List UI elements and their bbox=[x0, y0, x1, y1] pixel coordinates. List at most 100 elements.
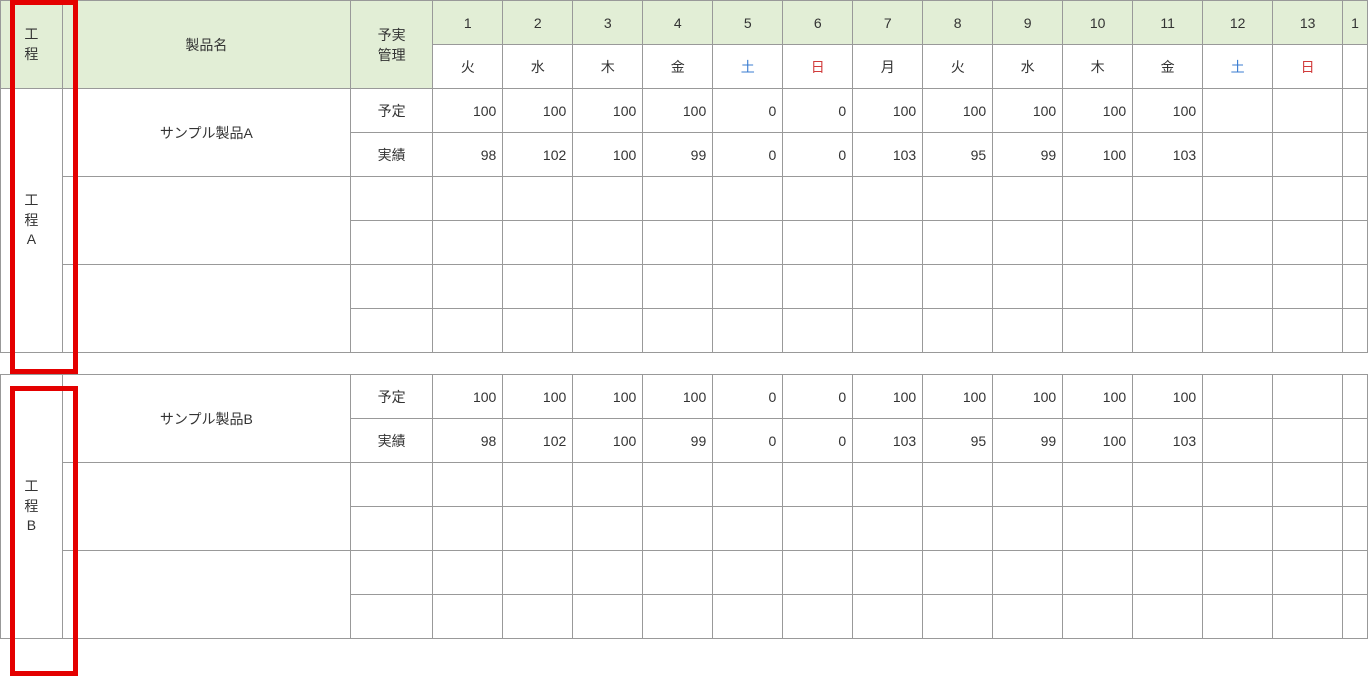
empty-cell bbox=[1273, 309, 1343, 353]
cell bbox=[1343, 89, 1368, 133]
empty-cell bbox=[713, 177, 783, 221]
empty-cell bbox=[433, 221, 503, 265]
empty-cell bbox=[573, 595, 643, 639]
cell: 100 bbox=[1133, 375, 1203, 419]
table-row bbox=[1, 551, 1368, 595]
header-weekday: 火 bbox=[433, 45, 503, 89]
empty-cell bbox=[783, 463, 853, 507]
empty-cell bbox=[1063, 463, 1133, 507]
empty-cell bbox=[503, 265, 573, 309]
empty-cell bbox=[1273, 463, 1343, 507]
empty-cell bbox=[713, 221, 783, 265]
empty-cell bbox=[1133, 595, 1203, 639]
cell: 103 bbox=[853, 419, 923, 463]
process-a-l1: 程 bbox=[24, 212, 38, 228]
table-row bbox=[1, 463, 1368, 507]
table-row bbox=[1, 177, 1368, 221]
empty-cell bbox=[923, 265, 993, 309]
empty-cell bbox=[433, 595, 503, 639]
header-weekday bbox=[1343, 45, 1368, 89]
actual-label: 実績 bbox=[350, 419, 432, 463]
cell bbox=[1203, 133, 1273, 177]
header-process-l2: 程 bbox=[24, 46, 38, 62]
empty-cell bbox=[643, 551, 713, 595]
empty-cell bbox=[573, 507, 643, 551]
empty-cell bbox=[923, 177, 993, 221]
empty-cell bbox=[1203, 507, 1273, 551]
empty-cell bbox=[923, 507, 993, 551]
empty-cell bbox=[1343, 507, 1368, 551]
empty-cell bbox=[503, 221, 573, 265]
empty-cell bbox=[923, 595, 993, 639]
cell: 100 bbox=[993, 89, 1063, 133]
empty-cell bbox=[1203, 595, 1273, 639]
empty-cell bbox=[713, 265, 783, 309]
empty-cell bbox=[503, 507, 573, 551]
empty-cell bbox=[573, 551, 643, 595]
cell: 99 bbox=[643, 133, 713, 177]
empty-cell bbox=[993, 265, 1063, 309]
empty-cell bbox=[1203, 221, 1273, 265]
empty-cell bbox=[433, 463, 503, 507]
header-weekday-sun: 日 bbox=[783, 45, 853, 89]
process-b-label: 工 程 B bbox=[1, 375, 63, 639]
header-day: 13 bbox=[1273, 1, 1343, 45]
cell bbox=[1273, 375, 1343, 419]
empty-cell bbox=[433, 309, 503, 353]
cell: 0 bbox=[783, 419, 853, 463]
schedule-table: 工 程 製品名 予実 管理 1 2 3 4 5 6 7 8 9 10 11 12… bbox=[0, 0, 1368, 639]
cell: 102 bbox=[503, 133, 573, 177]
empty-cell bbox=[783, 221, 853, 265]
empty-cell bbox=[853, 221, 923, 265]
cell bbox=[1203, 89, 1273, 133]
cell: 95 bbox=[923, 133, 993, 177]
empty-cell bbox=[1063, 595, 1133, 639]
empty-cell bbox=[350, 265, 432, 309]
empty-cell bbox=[993, 595, 1063, 639]
empty-cell bbox=[1133, 507, 1203, 551]
cell bbox=[1203, 375, 1273, 419]
empty-cell bbox=[1273, 551, 1343, 595]
cell bbox=[1343, 375, 1368, 419]
empty-product bbox=[62, 551, 350, 639]
product-b-name: サンプル製品B bbox=[62, 375, 350, 463]
process-a-l2: A bbox=[27, 231, 36, 247]
header-weekday: 水 bbox=[993, 45, 1063, 89]
empty-cell bbox=[433, 551, 503, 595]
empty-cell bbox=[993, 551, 1063, 595]
empty-cell bbox=[350, 551, 432, 595]
empty-cell bbox=[1343, 551, 1368, 595]
empty-cell bbox=[1203, 463, 1273, 507]
header-day: 1 bbox=[1343, 1, 1368, 45]
header-weekday: 金 bbox=[1133, 45, 1203, 89]
cell: 0 bbox=[783, 133, 853, 177]
empty-cell bbox=[853, 463, 923, 507]
empty-cell bbox=[503, 309, 573, 353]
header-process: 工 程 bbox=[1, 1, 63, 89]
empty-cell bbox=[643, 595, 713, 639]
empty-cell bbox=[1063, 177, 1133, 221]
header-day: 12 bbox=[1203, 1, 1273, 45]
empty-cell bbox=[1343, 309, 1368, 353]
header-day: 8 bbox=[923, 1, 993, 45]
header-planact-l2: 管理 bbox=[378, 47, 406, 63]
empty-cell bbox=[1063, 309, 1133, 353]
cell: 0 bbox=[713, 89, 783, 133]
cell: 100 bbox=[433, 89, 503, 133]
empty-cell bbox=[853, 265, 923, 309]
header-day: 6 bbox=[783, 1, 853, 45]
cell: 0 bbox=[783, 375, 853, 419]
empty-cell bbox=[993, 309, 1063, 353]
process-a-label: 工 程 A bbox=[1, 89, 63, 353]
header-day: 3 bbox=[573, 1, 643, 45]
empty-cell bbox=[1273, 595, 1343, 639]
empty-cell bbox=[923, 221, 993, 265]
header-weekday-sat: 土 bbox=[1203, 45, 1273, 89]
cell bbox=[1273, 419, 1343, 463]
empty-cell bbox=[853, 595, 923, 639]
cell: 100 bbox=[573, 375, 643, 419]
process-b-l2: B bbox=[27, 517, 36, 533]
empty-cell bbox=[1203, 551, 1273, 595]
cell: 102 bbox=[503, 419, 573, 463]
cell: 103 bbox=[853, 133, 923, 177]
